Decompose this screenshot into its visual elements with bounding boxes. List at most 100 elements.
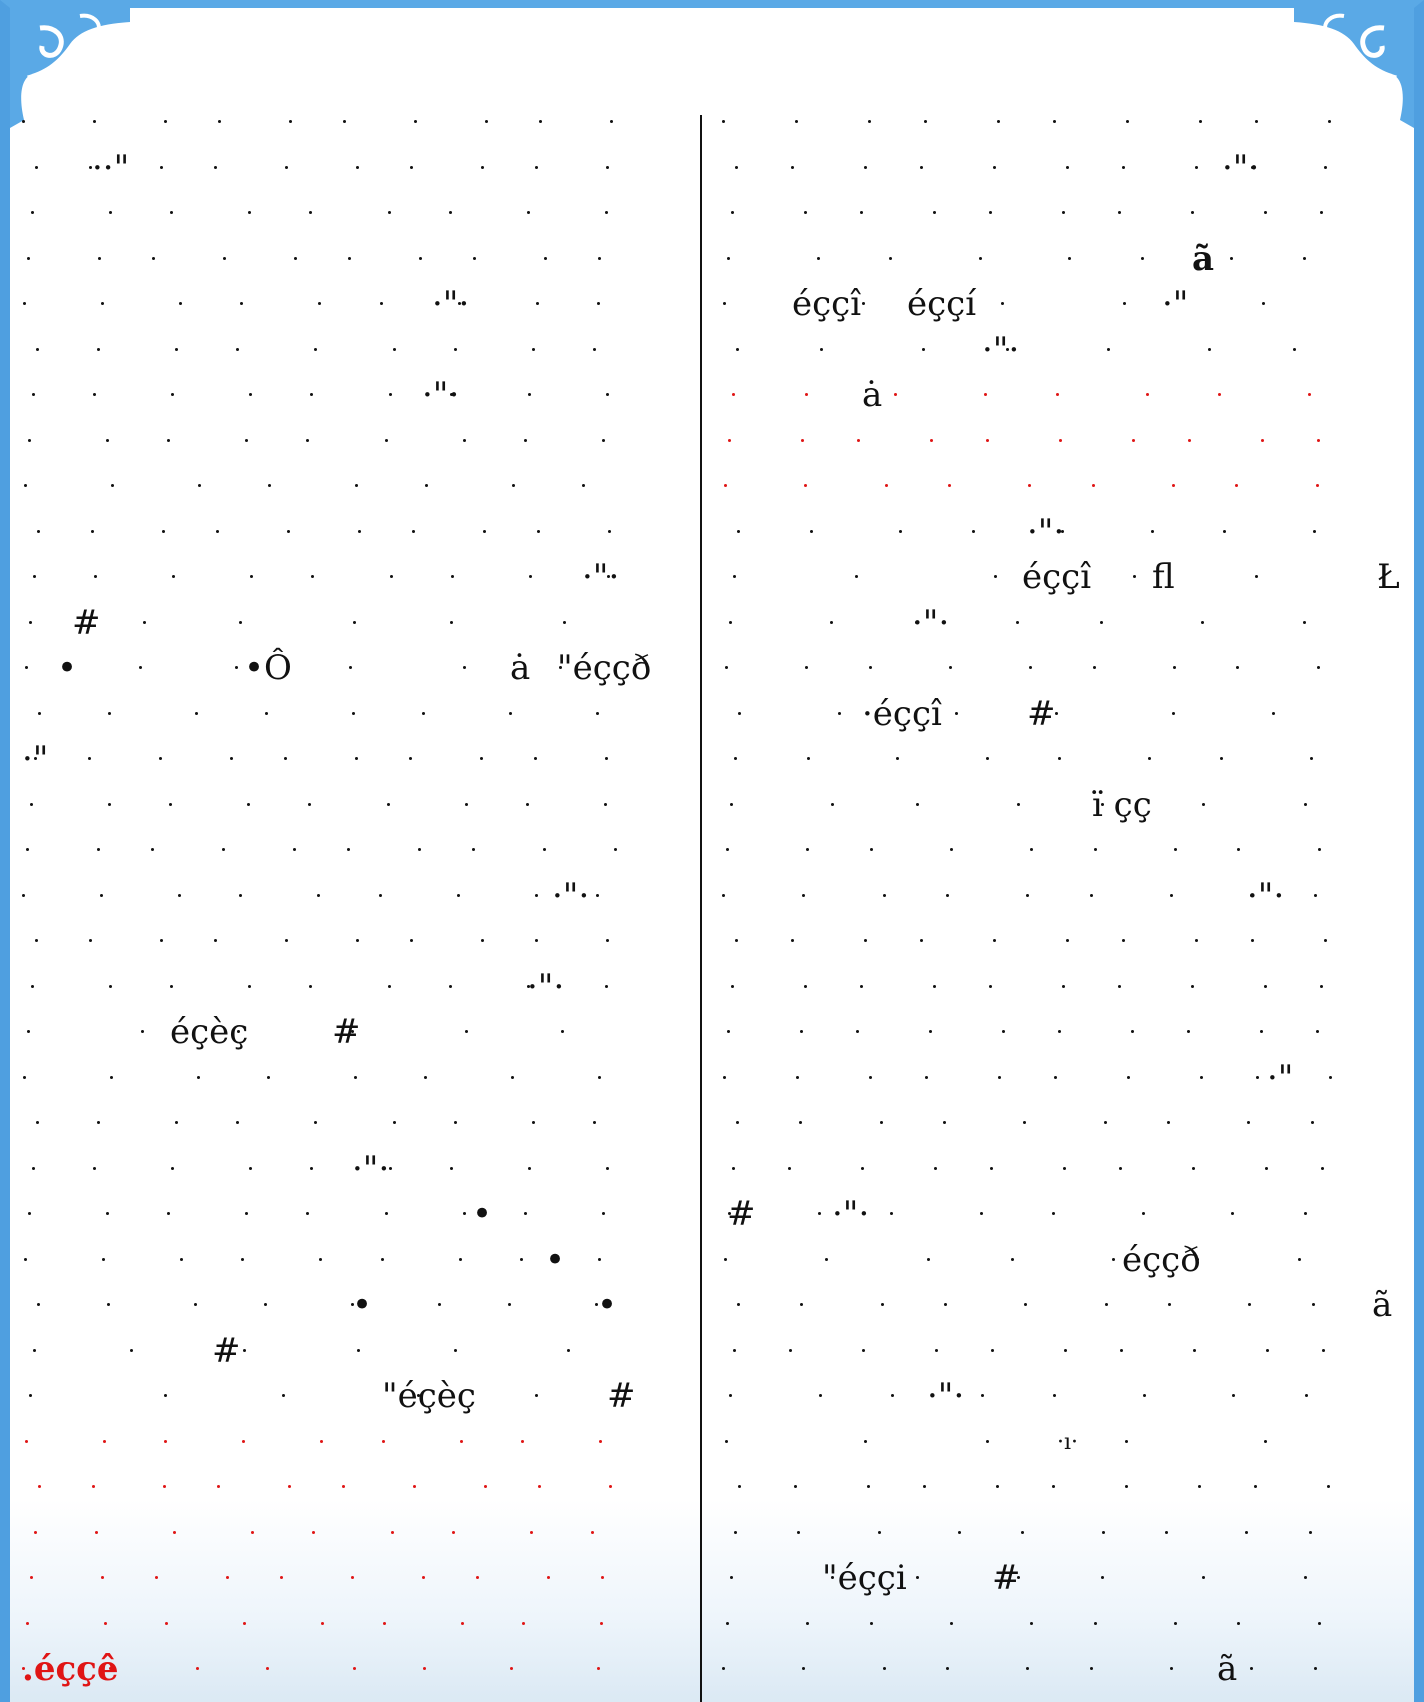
dot-mark — [535, 1394, 538, 1397]
dot-mark — [320, 1439, 323, 1443]
dot-mark — [825, 1257, 828, 1261]
text-line — [722, 919, 1402, 965]
dot-mark — [1167, 1121, 1170, 1124]
dot-mark — [830, 620, 833, 624]
dot-row — [22, 146, 688, 192]
dot-mark — [92, 1485, 95, 1488]
dot-mark — [130, 1348, 133, 1352]
dot-mark — [1122, 939, 1125, 942]
dot-mark — [544, 256, 547, 260]
text-line: ·"· — [722, 1374, 1402, 1420]
dot-mark — [388, 984, 391, 988]
dot-mark — [249, 1166, 252, 1170]
dot-mark — [979, 256, 982, 260]
dot-mark — [235, 666, 238, 669]
dot-mark — [1304, 1212, 1307, 1215]
dot-mark — [98, 256, 101, 260]
dot-mark — [390, 575, 393, 578]
dot-mark — [1305, 1394, 1308, 1397]
dot-mark — [935, 1348, 938, 1352]
dot-mark — [890, 1212, 893, 1215]
dot-mark — [381, 1257, 384, 1261]
dot-mark — [351, 1576, 354, 1579]
dot-mark — [37, 1303, 40, 1306]
dot-mark — [1250, 893, 1253, 897]
dot-mark — [387, 802, 390, 806]
text-line: ·"· — [722, 328, 1402, 374]
dot-mark — [454, 347, 457, 351]
dot-mark — [349, 666, 352, 669]
dot-mark — [805, 666, 808, 669]
dot-row — [722, 237, 1402, 283]
dot-mark — [788, 1166, 791, 1170]
text-line — [22, 1556, 688, 1602]
dot-mark — [1021, 1530, 1024, 1534]
text-line: ï çç — [722, 783, 1402, 829]
dot-mark — [151, 848, 154, 851]
dot-mark — [217, 1485, 220, 1488]
dot-mark — [521, 1439, 524, 1443]
dot-mark — [797, 1530, 800, 1534]
dot-mark — [535, 893, 538, 897]
dot-mark — [22, 1667, 25, 1670]
dot-mark — [1251, 939, 1254, 942]
dot-row — [722, 1374, 1402, 1420]
dot-mark — [285, 939, 288, 942]
dot-mark — [991, 1348, 994, 1352]
dot-mark — [218, 120, 221, 123]
dot-mark — [216, 529, 219, 533]
dot-mark — [175, 347, 178, 351]
dot-row — [722, 1420, 1402, 1466]
text-line — [22, 328, 688, 374]
dot-mark — [532, 1121, 535, 1124]
text-line: • — [22, 1238, 688, 1284]
dot-mark — [730, 802, 733, 806]
dot-mark — [869, 666, 872, 669]
dot-mark — [535, 939, 538, 942]
dot-mark — [949, 666, 952, 669]
dot-mark — [97, 848, 100, 851]
dot-mark — [162, 529, 165, 533]
dot-mark — [601, 1576, 604, 1579]
dot-mark — [933, 211, 936, 214]
dot-mark — [242, 1439, 245, 1443]
dot-row — [22, 373, 688, 419]
dot-mark — [915, 620, 918, 624]
dot-mark — [308, 802, 311, 806]
dot-mark — [606, 165, 609, 169]
dot-mark — [946, 1667, 949, 1670]
text-line — [22, 1420, 688, 1466]
dot-mark — [958, 1530, 961, 1534]
dot-mark — [1026, 1667, 1029, 1670]
glyph-word: ·"· — [527, 966, 565, 1007]
glyph-word: • — [597, 1285, 618, 1325]
dot-mark — [452, 1530, 455, 1534]
dot-mark — [422, 711, 425, 715]
dot-mark — [1191, 984, 1194, 988]
dot-mark — [454, 1348, 457, 1352]
text-line — [722, 1147, 1402, 1193]
dot-mark — [804, 984, 807, 988]
dot-mark — [413, 1485, 416, 1488]
dot-mark — [465, 802, 468, 806]
dot-mark — [100, 893, 103, 897]
dot-mark — [1218, 393, 1221, 396]
dot-mark — [1168, 1303, 1171, 1306]
glyph-word: ·" — [1267, 1057, 1294, 1098]
dot-mark — [342, 1485, 345, 1488]
dot-row — [722, 1556, 1402, 1602]
dot-mark — [284, 757, 287, 760]
dot-mark — [1317, 666, 1320, 669]
dot-mark — [418, 848, 421, 851]
dot-mark — [139, 666, 142, 669]
dot-mark — [102, 1257, 105, 1261]
dot-mark — [36, 347, 39, 351]
dot-mark — [23, 302, 26, 305]
glyph-word: "éççi — [822, 1558, 907, 1598]
dot-mark — [460, 1439, 463, 1443]
dot-mark — [172, 575, 175, 578]
dot-mark — [1266, 1348, 1269, 1352]
dot-mark — [607, 575, 610, 578]
dot-mark — [101, 302, 104, 305]
dot-mark — [804, 211, 807, 214]
